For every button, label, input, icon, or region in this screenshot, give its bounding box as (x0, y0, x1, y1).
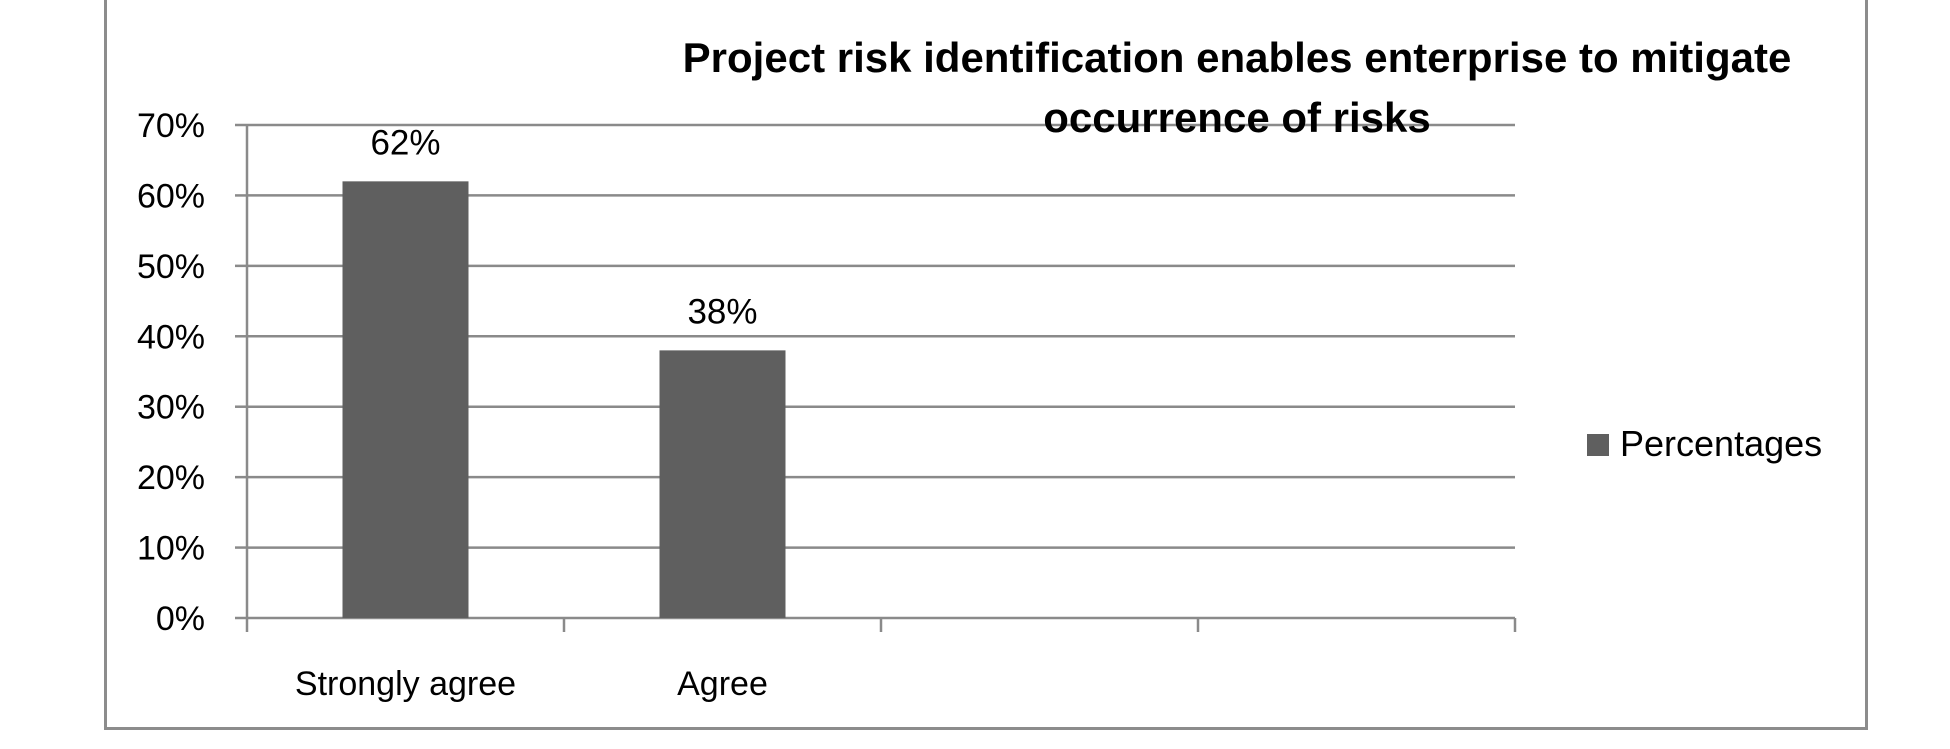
bar (659, 350, 786, 618)
chart-title: Project risk identification enables ente… (683, 34, 1792, 141)
chart-frame (104, 0, 1868, 730)
y-tick-label: 10% (137, 530, 205, 568)
y-tick-label: 40% (137, 318, 205, 356)
bar (342, 181, 469, 619)
legend: Percentages (1587, 423, 1822, 464)
bar-data-label: 62% (370, 123, 440, 162)
y-tick-label: 60% (137, 177, 205, 215)
legend-swatch-percentages (1587, 434, 1609, 456)
y-tick-label: 50% (137, 248, 205, 286)
legend-label-percentages: Percentages (1620, 423, 1822, 464)
chart-title-line-2: occurrence of risks (1043, 94, 1431, 141)
bar-data-label: 38% (687, 292, 757, 331)
y-tick-label: 0% (156, 600, 205, 638)
chart-title-line-1: Project risk identification enables ente… (683, 34, 1792, 81)
x-tick-label: Strongly agree (295, 665, 516, 703)
y-tick-label: 70% (137, 107, 205, 145)
y-tick-label: 30% (137, 389, 205, 427)
y-tick-label: 20% (137, 459, 205, 497)
x-tick-label: Agree (677, 665, 768, 703)
data-labels: 62% 38% (370, 123, 757, 331)
axes: 0% 10% 20% 30% 40% 50% 60% 70% Strongly agree Agr… (137, 107, 1517, 703)
bars (342, 181, 786, 619)
